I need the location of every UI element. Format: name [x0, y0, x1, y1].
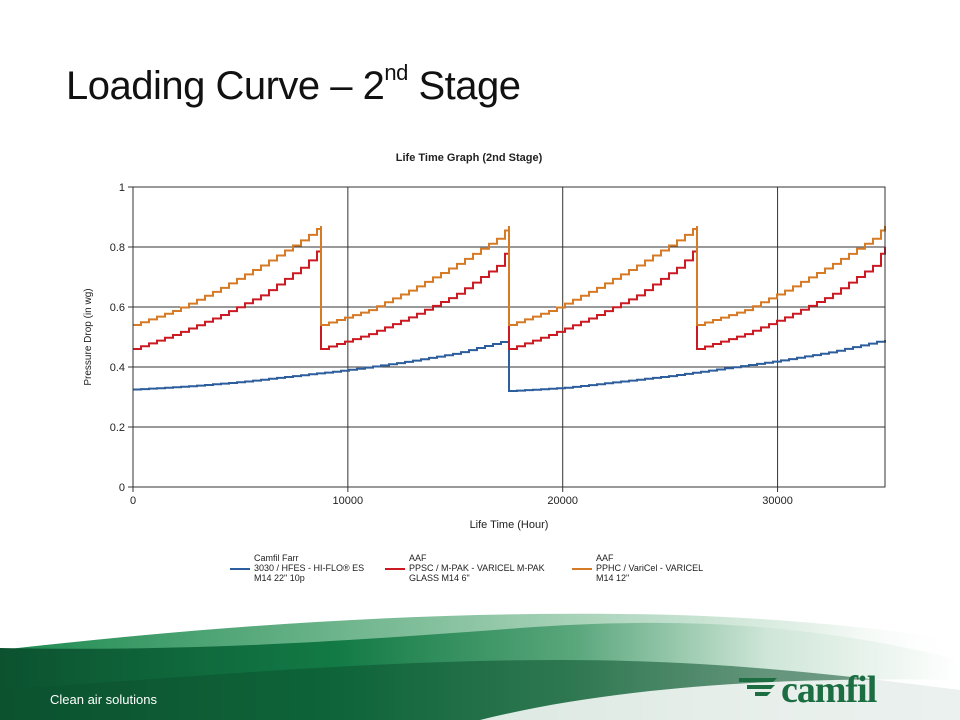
legend-label: AAF: [409, 553, 427, 563]
y-tick-label: 0.6: [110, 302, 125, 314]
x-tick-label: 30000: [762, 495, 793, 507]
y-tick-label: 0.8: [110, 242, 125, 254]
x-tick-label: 10000: [333, 495, 364, 507]
slide-title-superscript: nd: [384, 60, 408, 85]
chart-series: [133, 226, 886, 392]
legend-label: PPSC / M-PAK - VARICEL M-PAK: [409, 563, 545, 573]
y-axis-label: Pressure Drop (in wg): [83, 288, 94, 385]
life-time-chart: Life Time Graph (2nd Stage) 0 0.2 0.4 0.6 0.…: [83, 152, 886, 583]
y-tick-label: 0.2: [110, 422, 125, 434]
y-tick-label: 0.4: [110, 362, 125, 374]
legend-label: M14 12": [596, 573, 629, 583]
x-tick-label: 20000: [547, 495, 578, 507]
footer-tagline: Clean air solutions: [50, 692, 157, 707]
slide-title-end: Stage: [407, 64, 522, 108]
y-tick-label: 0: [119, 482, 125, 494]
legend-label: AAF: [596, 553, 614, 563]
legend-label: GLASS M14 6": [409, 573, 470, 583]
y-tick-label: 1: [119, 182, 125, 194]
chart-title: Life Time Graph (2nd Stage): [396, 152, 543, 164]
plot-frame: [132, 186, 886, 488]
legend-label: M14 22" 10p: [254, 573, 305, 583]
legend-label: 3030 / HFES - HI-FLO® ES: [254, 563, 364, 573]
x-axis-label: Life Time (Hour): [470, 519, 549, 531]
y-tick-labels: 0 0.2 0.4 0.6 0.8 1: [110, 182, 125, 494]
legend-label: Camfil Farr: [254, 553, 299, 563]
camfil-wordmark: camfil: [781, 669, 877, 708]
legend-label: PPHC / VariCel - VARICEL: [596, 563, 703, 573]
series-line-1: [133, 340, 886, 392]
camfil-swoosh-icon: [739, 678, 777, 696]
series-line-3: [133, 226, 886, 326]
slide-title-main: Loading Curve – 2: [66, 64, 385, 108]
x-tick-label: 0: [130, 495, 136, 507]
slide-title: Loading Curve – 2nd Stage: [66, 60, 521, 109]
camfil-logo: camfil: [739, 669, 878, 708]
x-tick-labels: 0 10000 20000 30000: [130, 495, 793, 507]
